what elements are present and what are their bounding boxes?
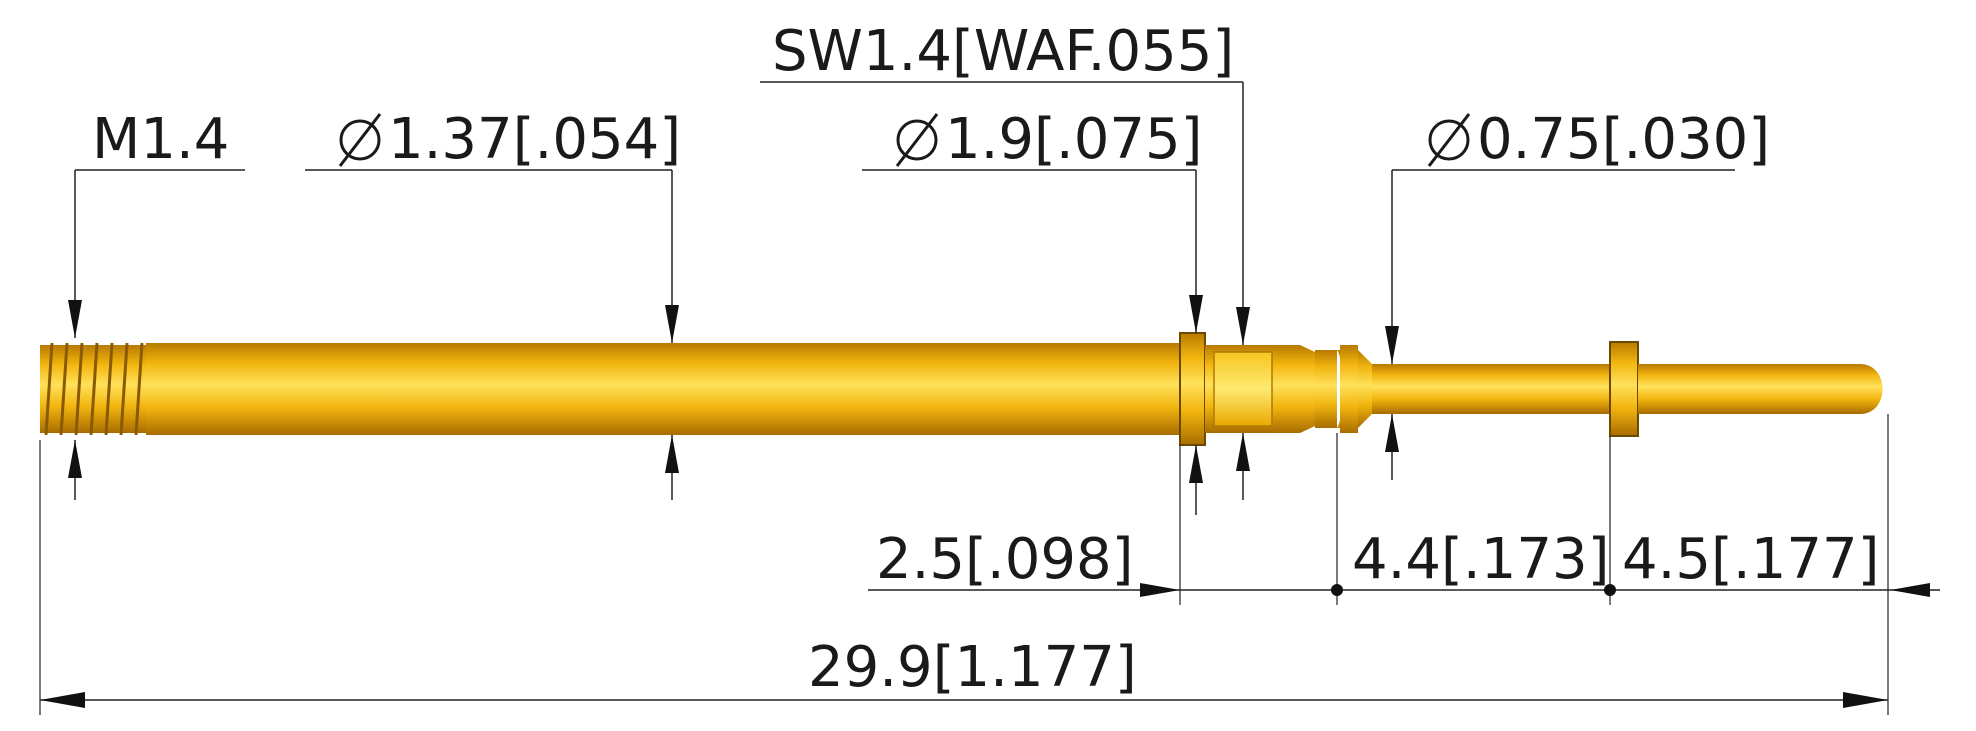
diameter-icon [895,113,939,167]
thread-section [40,342,162,436]
tip-collar [1609,341,1639,437]
main-shaft [158,343,1183,435]
diameter-icon [338,113,382,167]
probe-pin [40,332,1883,446]
wrench-flat [1205,345,1285,433]
tip-end [1638,364,1883,414]
taper-neck [1285,345,1315,433]
thread-label: M1.4 [92,107,229,172]
wrench-flat-label: SW1.4[WAF.055] [772,19,1234,84]
body-diameter-label: 1.37[.054] [388,107,681,172]
diameter-symbols [338,113,1471,167]
tip-shaft [1372,364,1612,414]
neck-length-label: 4.4[.173] [1352,527,1609,592]
collar [1179,332,1206,446]
collar-diameter-label: 1.9[.075] [945,107,1202,172]
diameter-icon [1427,113,1471,167]
tip-diameter-label: 0.75[.030] [1477,107,1770,172]
overall-length-label: 29.9[1.177] [808,635,1137,700]
dimension-lines [39,81,1940,715]
collar-length-label: 2.5[.098] [876,527,1133,592]
tip-length-label: 4.5[.177] [1622,527,1879,592]
